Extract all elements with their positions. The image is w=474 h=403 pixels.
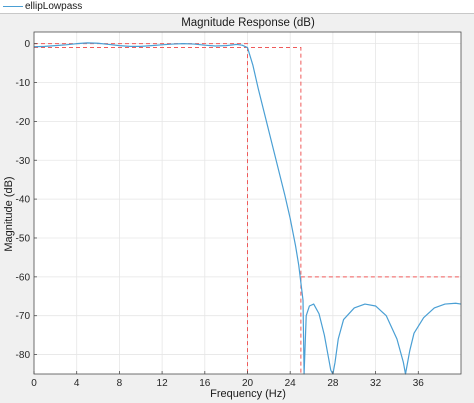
x-tick-label: 28 <box>327 378 339 389</box>
x-tick-label: 20 <box>242 378 254 389</box>
x-tick-label: 32 <box>370 378 382 389</box>
y-tick-label: -10 <box>16 78 31 89</box>
x-axis-title: Frequency (Hz) <box>210 388 286 400</box>
tick-labels: 0 4 8 12 16 20 24 28 32 36 0 -10 -20 -30 -40 -50 -60 -70 -… <box>16 39 425 389</box>
x-tick-label: 36 <box>413 378 425 389</box>
response-line <box>33 42 462 375</box>
y-tick-label: -20 <box>16 117 31 128</box>
x-tick-label: 12 <box>157 378 169 389</box>
passband-lower-mask <box>34 47 302 374</box>
y-tick-label: -60 <box>16 272 31 283</box>
legend-bar: ellipLowpass <box>0 0 474 14</box>
y-tick-label: -50 <box>16 233 31 244</box>
y-tick-label: -30 <box>16 156 31 167</box>
legend-label[interactable]: ellipLowpass <box>25 1 83 12</box>
x-tick-label: 8 <box>117 378 123 389</box>
y-axis-title: Magnitude (dB) <box>3 176 15 251</box>
x-tick-label: 16 <box>199 378 211 389</box>
y-tick-label: -70 <box>16 311 31 322</box>
x-tick-label: 0 <box>31 378 37 389</box>
chart-title: Magnitude Response (dB) <box>181 17 315 29</box>
magnitude-response-chart[interactable]: Magnitude Response (dB) 0 4 8 12 16 20 24 28 32 3… <box>0 14 474 403</box>
legend-line-swatch <box>3 6 23 7</box>
x-tick-label: 4 <box>74 378 80 389</box>
x-tick-label: 24 <box>285 378 297 389</box>
series-layer <box>33 42 462 375</box>
y-tick-label: -80 <box>16 350 31 361</box>
y-tick-label: 0 <box>24 39 30 50</box>
y-tick-label: -40 <box>16 195 31 206</box>
